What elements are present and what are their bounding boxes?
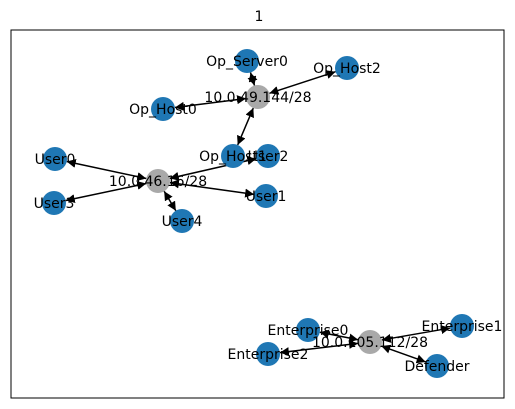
node-user4 [170,209,194,233]
node-label-enterprise0: Enterprise0 [268,323,349,339]
edges-layer [65,70,451,364]
node-label-user4: User4 [162,214,203,230]
edge-subnet_105-enterprise0 [319,329,359,343]
node-label-subnet_49: 10.0.49.144/28 [204,90,311,106]
node-label-op_host2: Op_Host2 [313,61,381,77]
node-user2 [256,144,280,168]
edge-subnet_49-op_host1 [236,107,255,146]
edge-subnet_105-defender [381,344,426,364]
node-label-user0: User0 [35,152,76,168]
edge-subnet_49-op_server0 [247,72,258,86]
figure-title: 1 [255,9,264,25]
node-subnet_105 [358,330,382,354]
edge-subnet_49-op_host0 [174,95,247,111]
node-label-op_server0: Op_Server0 [206,54,288,70]
node-label-user2: User2 [248,149,289,165]
node-op_host0 [151,97,175,121]
nodes-layer [42,49,474,378]
node-subnet_46 [146,169,170,193]
edge-subnet_49-op_host2 [269,70,336,95]
node-label-op_host1: Op_Host1 [199,149,267,165]
node-label-enterprise2: Enterprise2 [228,347,309,363]
node-user3 [42,191,66,215]
node-label-subnet_46: 10.0.46.16/28 [109,174,207,190]
node-user0 [43,147,67,171]
node-subnet_49 [246,85,270,109]
node-label-user1: User1 [246,189,287,205]
plot-frame [10,29,505,399]
node-label-user3: User3 [34,196,75,212]
edge-subnet_46-user0 [66,158,147,182]
node-defender [425,354,449,378]
edge-subnet_105-enterprise2 [279,339,359,357]
edge-subnet_46-user1 [169,179,255,198]
edge-subnet_46-user3 [65,180,147,204]
node-enterprise2 [256,342,280,366]
node-op_host2 [335,56,359,80]
node-enterprise1 [450,314,474,338]
node-label-enterprise1: Enterprise1 [422,319,503,335]
node-op_host1 [221,144,245,168]
node-user1 [254,184,278,208]
edge-subnet_105-enterprise1 [381,325,451,343]
node-enterprise0 [296,318,320,342]
edge-subnet_46-user4 [163,190,177,212]
node-label-subnet_105: 10.0.105.112/28 [312,335,428,351]
node-label-defender: Defender [404,359,469,375]
node-label-op_host0: Op_Host0 [129,102,197,118]
node-op_server0 [235,49,259,73]
